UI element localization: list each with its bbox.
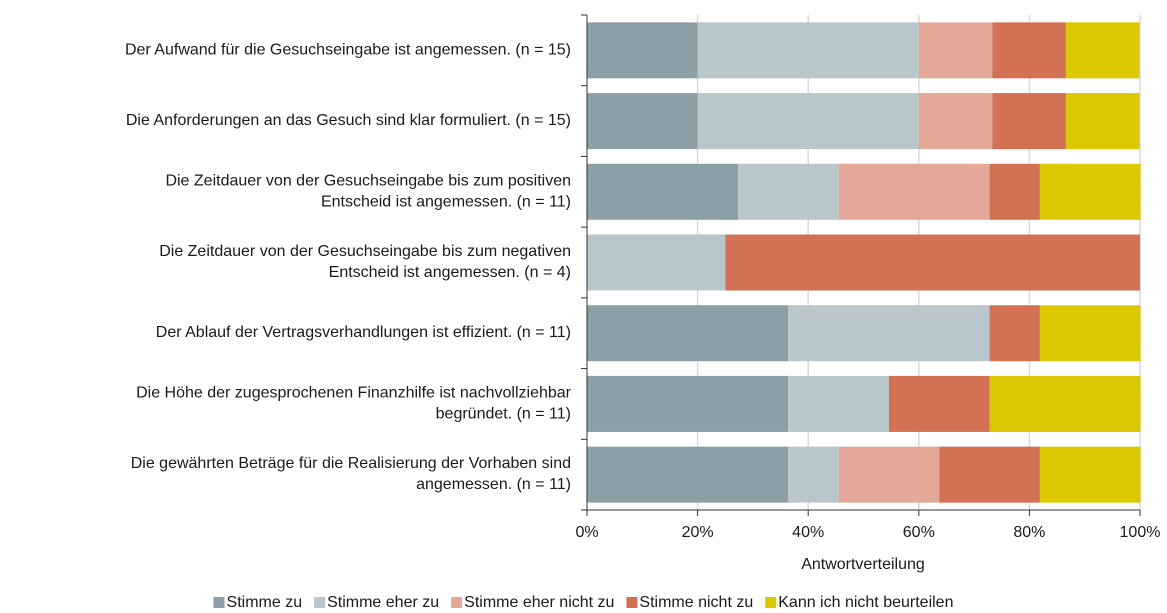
category-label: Die Höhe der zugesprochenen Finanzhilfe …: [136, 385, 572, 423]
category-label: Der Ablauf der Vertragsverhandlungen ist…: [156, 324, 571, 341]
x-tick-label: 20%: [682, 524, 714, 541]
category-label: Der Aufwand für die Gesuchseingabe ist a…: [125, 42, 571, 59]
bar-segment: [1065, 93, 1140, 150]
legend-label: Stimme eher nicht zu: [464, 594, 614, 611]
legend-label: Kann ich nicht beurteilen: [778, 594, 953, 611]
bar-segment: [788, 375, 889, 432]
x-axis-label: Antwortverteilung: [801, 556, 925, 573]
bar-segment: [989, 305, 1040, 362]
bar-segment: [1039, 163, 1141, 220]
bar-segment: [587, 234, 726, 291]
bar-segment: [587, 22, 698, 79]
bar-segment: [587, 163, 738, 220]
legend-label: Stimme eher zu: [327, 594, 439, 611]
category-label: Die Zeitdauer von der Gesuchseingabe bis…: [165, 173, 571, 211]
bar-segment: [788, 305, 990, 362]
x-tick-label: 40%: [792, 524, 824, 541]
bar-segment: [788, 446, 839, 503]
bar-segment: [737, 163, 839, 220]
legend-swatch: [314, 597, 326, 608]
bar-segment: [989, 163, 1040, 220]
category-label: Die Zeitdauer von der Gesuchseingabe bis…: [159, 243, 571, 281]
bar-segment: [918, 93, 993, 150]
x-tick-label: 80%: [1013, 524, 1045, 541]
bar-segment: [587, 305, 789, 362]
bar-segment: [1039, 305, 1141, 362]
x-tick-label: 100%: [1120, 524, 1161, 541]
bar-segment: [838, 446, 940, 503]
legend: Stimme zu Stimme eher zu Stimme eher nicht…: [213, 594, 953, 611]
category-label: Die Anforderungen an das Gesuch sind kla…: [126, 112, 571, 129]
bar-segment: [697, 93, 919, 150]
legend-label: Stimme zu: [227, 594, 303, 611]
x-tick-label: 0%: [575, 524, 598, 541]
bar-segment: [838, 163, 990, 220]
legend-swatch: [626, 597, 638, 608]
legend-label: Stimme nicht zu: [639, 594, 753, 611]
legend-swatch: [213, 597, 225, 608]
bar-segment: [697, 22, 919, 79]
x-tick-label: 60%: [903, 524, 935, 541]
bar-segment: [992, 22, 1066, 79]
bar-segment: [888, 375, 990, 432]
bar-segment: [587, 446, 789, 503]
legend-swatch: [451, 597, 463, 608]
bar-segment: [587, 375, 789, 432]
bar-segment: [939, 446, 1040, 503]
bar-segment: [1065, 22, 1140, 79]
bar-segment: [918, 22, 993, 79]
bar-segment: [587, 93, 698, 150]
bar-segment: [989, 375, 1141, 432]
bar-segment: [725, 234, 1140, 291]
category-label: Die gewährten Beträge für die Realisieru…: [131, 455, 571, 493]
bar-segment: [992, 93, 1066, 150]
bar-segment: [1039, 446, 1141, 503]
legend-swatch: [765, 597, 777, 608]
